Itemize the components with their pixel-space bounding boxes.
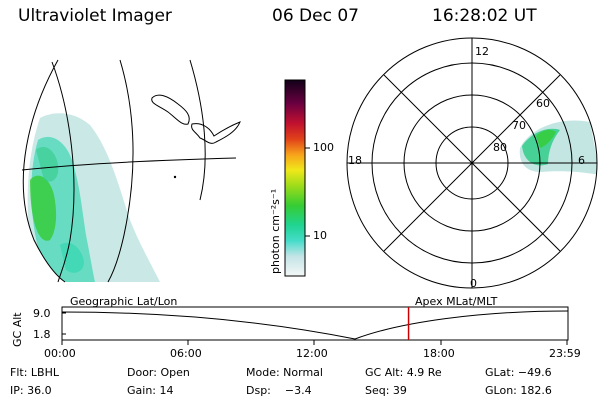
status-ip: IP: 36.0 [10,384,52,397]
lat-label-80: 80 [493,141,507,154]
meridian-line [51,61,75,283]
timeline-y-tick: 1.8 [33,328,51,341]
meridian-line [189,59,206,201]
timeline-x-tick-label: 00:00 [44,347,76,360]
coastline [151,94,190,125]
colorbar-gradient [284,79,306,277]
timeline-x-tick-label: 06:00 [170,347,202,360]
latitude-line [21,157,237,171]
status-mode: Mode: Normal [246,366,323,379]
mlt-label-12: 12 [475,45,489,58]
coastline [191,121,241,144]
mlt-label-18: 18 [348,154,362,167]
mlt-label-0: 0 [470,277,477,290]
earth-limb [22,59,66,283]
timeline-x-tick-label: 18:00 [423,347,455,360]
date-label: 06 Dec 07 [272,6,359,26]
status-gain: Gain: 14 [127,384,174,397]
mlt-label-6: 6 [578,154,585,167]
status-gc-alt: GC Alt: 4.9 Re [365,366,442,379]
timeline-left-caption: Geographic Lat/Lon [70,295,178,308]
timeline-x-tick-label: 23:59 [549,347,581,360]
globe-view [21,59,241,283]
timeline-panel [61,306,569,345]
polar-axis-diagonal [383,74,561,252]
aurora-bright-globe [30,175,57,241]
timeline-right-caption: Apex MLat/MLT [415,295,498,308]
time-label: 16:28:02 UT [432,6,537,26]
timeline-x-tick-label: 12:00 [296,347,328,360]
altitude-curve [61,310,569,340]
timeline-frame [61,306,569,341]
status-seq: Seq: 39 [365,384,407,397]
colorbar-tick-label: 100 [313,141,334,154]
instrument-title: Ultraviolet Imager [18,6,172,26]
colorbar-tick-label: 10 [313,229,327,242]
status-glon: GLon: 182.6 [485,384,552,397]
status-dsp: Dsp: −3.4 [246,384,312,397]
status-door: Door: Open [127,366,190,379]
lat-label-70: 70 [512,119,526,132]
status-glat: GLat: −49.6 [485,366,552,379]
polar-plot [346,37,598,289]
colorbar-unit-label: photon cm⁻²s⁻¹ [269,188,282,274]
status-filter: Flt: LBHL [10,366,59,379]
timeline-y-axis-label: GC Alt [11,312,24,347]
timeline-y-tick: 9.0 [33,307,51,320]
lat-label-60: 60 [536,97,550,110]
meridian-line [107,59,134,283]
colorbar [284,79,310,277]
